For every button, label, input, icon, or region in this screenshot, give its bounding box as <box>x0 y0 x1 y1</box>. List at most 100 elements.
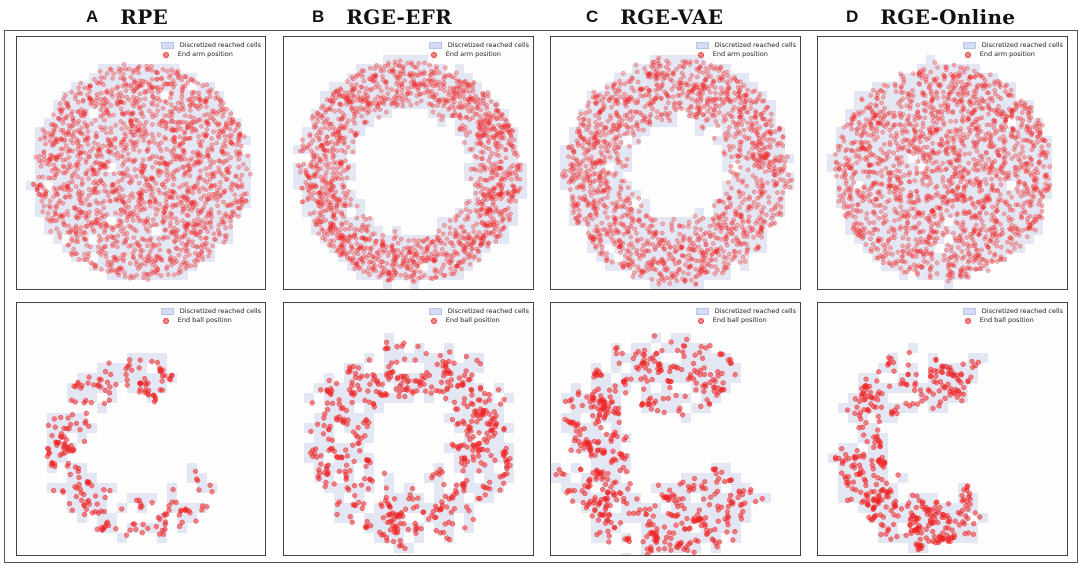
end-position-point <box>232 212 237 217</box>
end-position-point <box>76 210 81 216</box>
end-position-point <box>345 93 351 99</box>
end-position-point <box>451 271 456 277</box>
reached-cell <box>89 73 98 82</box>
end-position-point <box>189 155 195 161</box>
end-position-point <box>142 257 148 262</box>
end-position-point <box>457 112 463 118</box>
reached-cell <box>107 118 116 127</box>
end-position-point <box>98 216 104 221</box>
end-position-point <box>206 196 212 201</box>
end-position-point <box>444 257 450 263</box>
end-position-point <box>196 252 202 258</box>
end-position-point <box>489 191 495 196</box>
reached-cell <box>320 217 329 226</box>
reached-cell <box>116 82 125 91</box>
reached-cell <box>161 127 170 136</box>
end-position-point <box>158 140 164 146</box>
end-position-point <box>745 246 751 251</box>
end-position-point <box>242 134 247 139</box>
end-position-point <box>82 85 87 91</box>
end-position-point <box>150 84 156 90</box>
end-position-point <box>724 242 730 248</box>
reached-cell <box>482 91 491 100</box>
end-position-point <box>344 101 349 107</box>
end-position-point <box>129 178 135 183</box>
end-position-point <box>381 68 387 73</box>
reached-cell <box>500 154 509 163</box>
end-position-point <box>509 193 515 199</box>
reached-cell <box>731 136 740 145</box>
reached-cell <box>587 244 596 253</box>
end-position-point <box>41 149 47 155</box>
end-position-point <box>54 226 60 232</box>
end-position-point <box>76 196 82 202</box>
end-position-point <box>129 130 135 136</box>
end-position-point <box>478 237 483 243</box>
end-position-point <box>87 83 93 89</box>
end-position-point <box>87 95 93 100</box>
end-position-point <box>482 196 487 202</box>
end-position-point <box>299 185 305 191</box>
end-position-point <box>477 122 483 128</box>
end-position-point <box>187 97 193 102</box>
reached-cell <box>356 208 365 217</box>
end-position-point <box>144 238 149 243</box>
reached-cell <box>374 244 383 253</box>
reached-cell <box>338 208 347 217</box>
end-position-point <box>745 87 750 93</box>
reached-cell <box>242 136 251 145</box>
reached-cell <box>98 208 107 217</box>
end-position-point <box>103 244 108 249</box>
end-position-point <box>88 96 93 102</box>
end-position-point <box>624 230 630 235</box>
end-position-point <box>198 196 204 202</box>
reached-cell <box>329 226 338 235</box>
end-position-point <box>495 172 501 178</box>
end-position-point <box>586 141 592 146</box>
end-position-point <box>776 170 782 176</box>
end-position-point <box>119 126 125 132</box>
end-position-point <box>78 91 84 97</box>
reached-cell <box>134 235 143 244</box>
end-position-point <box>189 229 195 235</box>
reached-cell <box>98 262 107 271</box>
end-position-point <box>159 181 165 187</box>
end-position-point <box>226 133 232 139</box>
reached-cell <box>641 226 650 235</box>
reached-cell <box>224 199 233 208</box>
reached-cell <box>446 244 455 253</box>
reached-cell <box>356 217 365 226</box>
end-position-point <box>189 185 195 191</box>
reached-cell <box>215 181 224 190</box>
end-position-point <box>121 231 127 237</box>
end-position-point <box>363 236 369 242</box>
end-position-point <box>356 265 362 271</box>
legend-item-points: End arm position <box>429 50 529 59</box>
reached-cell <box>740 154 749 163</box>
end-position-point <box>133 80 139 86</box>
reached-cell <box>464 172 473 181</box>
reached-cell <box>623 217 632 226</box>
end-position-point <box>345 79 350 84</box>
end-position-point <box>588 130 594 135</box>
reached-cell <box>767 154 776 163</box>
reached-cell <box>98 235 107 244</box>
end-position-point <box>581 197 586 202</box>
end-position-point <box>655 75 661 81</box>
end-position-point <box>94 80 100 86</box>
reached-cell <box>170 82 179 91</box>
end-position-point <box>146 146 151 151</box>
end-position-point <box>427 93 433 99</box>
reached-cell <box>509 208 518 217</box>
end-position-point <box>169 109 175 115</box>
end-position-point <box>442 272 448 278</box>
end-position-point <box>331 160 337 166</box>
reached-cell <box>356 199 365 208</box>
end-position-point <box>79 112 84 117</box>
reached-cell <box>125 226 134 235</box>
end-position-point <box>305 187 311 193</box>
end-position-point <box>771 137 777 143</box>
end-position-point <box>470 246 475 252</box>
end-position-point <box>131 227 137 232</box>
reached-cell <box>116 271 125 280</box>
